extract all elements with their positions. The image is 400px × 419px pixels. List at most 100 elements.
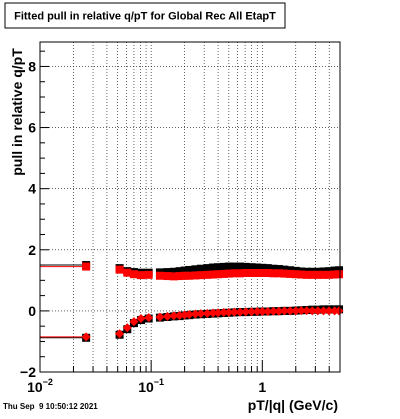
data-point: [302, 270, 311, 279]
data-point: [308, 270, 317, 279]
data-point: [214, 270, 223, 279]
data-point: [115, 329, 125, 339]
data-point: [252, 307, 262, 316]
data-point: [224, 307, 234, 317]
axes: −2 0 2 4 6 8 10−2 10−1 1: [20, 41, 341, 395]
data-point: [241, 307, 251, 317]
data-point: [257, 307, 267, 316]
data-point: [230, 262, 239, 271]
data-marks: [81, 261, 344, 342]
data-point: [162, 311, 172, 321]
reference-lines: [40, 264, 87, 339]
data-point: [169, 311, 179, 321]
data-point: [208, 270, 217, 279]
plot-frame: [39, 41, 341, 373]
data-point: [196, 264, 205, 273]
data-point: [224, 262, 233, 271]
data-point: [169, 267, 178, 276]
data-point: [269, 264, 278, 273]
data-point: [258, 263, 267, 272]
data-point: [280, 269, 289, 278]
data-point: [274, 306, 284, 316]
data-point: [247, 307, 257, 317]
data-point: [185, 265, 194, 274]
data-point: [241, 269, 250, 277]
data-point: [313, 270, 322, 279]
data-point: [302, 306, 312, 316]
data-point: [219, 307, 229, 317]
footer-timestamp: Thu Sep 9 10:50:12 2021: [3, 402, 98, 411]
data-point: [208, 308, 218, 318]
data-point: [324, 306, 334, 316]
data-point: [214, 263, 223, 272]
data-point: [175, 267, 184, 276]
y-tick-label: 2: [28, 242, 36, 258]
data-point: [274, 269, 283, 278]
data-point: [247, 269, 256, 277]
data-point: [190, 309, 200, 319]
data-point: [219, 269, 228, 278]
data-point: [230, 269, 239, 278]
data-point: [285, 306, 295, 316]
data-point: [144, 313, 154, 323]
data-point: [241, 262, 250, 271]
data-point: [163, 272, 172, 281]
data-point: [279, 306, 289, 316]
data-point: [169, 272, 178, 281]
y-tick-label: −2: [20, 364, 36, 380]
data-point: [184, 310, 194, 320]
data-point: [136, 314, 146, 324]
x-axis-title: pT/|q| (GeV/c): [248, 397, 338, 413]
data-point: [155, 271, 164, 280]
data-point: [196, 271, 205, 280]
data-point: [335, 270, 344, 279]
y-axis-title: pull in relative q/pT: [9, 48, 25, 176]
data-point: [307, 306, 317, 316]
data-point: [196, 309, 206, 319]
data-point: [318, 306, 328, 316]
chart-title: Fitted pull in relative q/pT for Global …: [14, 11, 276, 23]
data-point: [81, 332, 91, 342]
data-point: [219, 262, 228, 271]
data-point: [291, 306, 301, 316]
data-point: [213, 308, 223, 318]
data-point: [136, 271, 145, 280]
data-point: [224, 269, 233, 278]
data-point: [82, 262, 91, 271]
data-point: [268, 306, 278, 316]
data-point: [122, 323, 132, 333]
data-point: [129, 270, 138, 279]
data-point: [274, 265, 283, 274]
data-point: [297, 270, 306, 279]
data-point: [202, 308, 212, 318]
data-point: [258, 269, 267, 277]
data-point: [180, 271, 189, 280]
data-point: [296, 306, 306, 316]
x-tick-label: 1: [258, 379, 266, 395]
data-point: [129, 317, 139, 327]
data-point: [319, 270, 328, 279]
data-point: [180, 266, 189, 275]
data-point: [253, 263, 262, 272]
data-point: [236, 269, 245, 278]
y-tick-label: 4: [28, 181, 36, 197]
data-point: [123, 268, 132, 277]
data-point: [203, 264, 212, 273]
data-point: [330, 270, 339, 279]
title-box: Fitted pull in relative q/pT for Global …: [4, 2, 286, 29]
y-tick-label: 6: [28, 120, 36, 136]
data-point: [203, 270, 212, 279]
y-tick-label: 8: [28, 58, 36, 74]
data-point: [144, 270, 153, 279]
data-point: [185, 271, 194, 280]
data-point: [263, 269, 272, 277]
data-point: [235, 307, 245, 317]
data-point: [313, 306, 323, 316]
y-tick-label: 0: [28, 303, 36, 319]
data-point: [253, 269, 262, 277]
data-point: [291, 270, 300, 279]
data-point: [263, 307, 273, 316]
data-point: [155, 312, 165, 322]
